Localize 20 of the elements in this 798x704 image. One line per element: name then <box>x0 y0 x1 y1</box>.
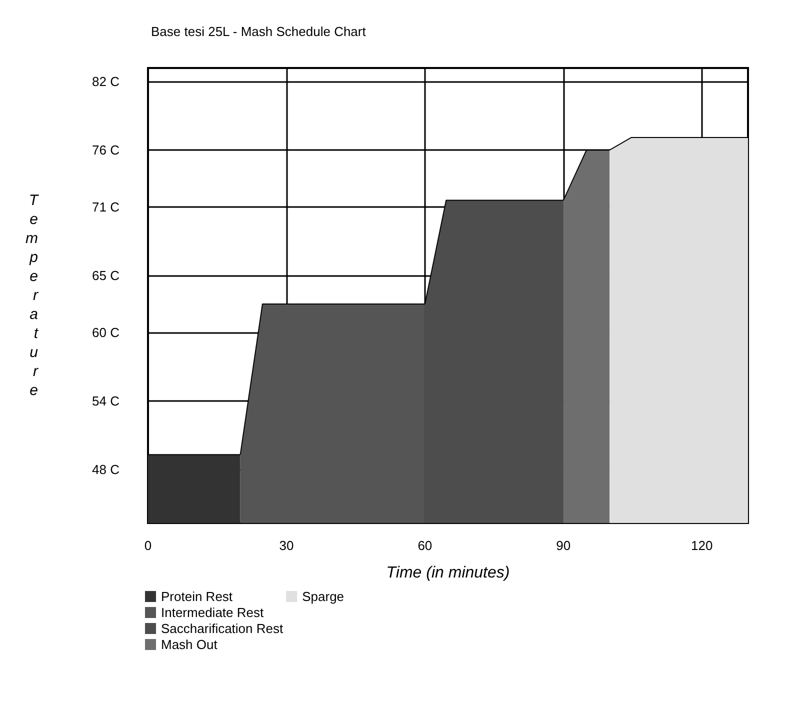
legend-label: Saccharification Rest <box>161 621 284 636</box>
legend-label: Mash Out <box>161 637 218 652</box>
chart-title: Base tesi 25L - Mash Schedule Chart <box>151 24 366 39</box>
legend-label: Intermediate Rest <box>161 605 264 620</box>
y-tick-label: 71 C <box>92 200 120 215</box>
x-tick-label: 60 <box>418 538 432 553</box>
y-tick-label: 76 C <box>92 142 120 158</box>
text: Temperature <box>26 192 38 399</box>
x-tick-label: 30 <box>279 538 294 553</box>
x-axis-title: Time (in minutes) <box>386 564 510 582</box>
y-tick-label: 65 C <box>92 268 120 284</box>
legend-label: Sparge <box>302 589 344 604</box>
y-tick-label: 82 C <box>92 74 120 90</box>
x-tick-label: 0 <box>144 538 152 553</box>
x-tick-label: 90 <box>556 538 571 553</box>
x-tick-label: 120 <box>690 538 713 553</box>
legend-label: Protein Rest <box>161 589 233 604</box>
y-tick-label: 48 C <box>92 462 120 477</box>
y-tick-label: 54 C <box>92 393 120 408</box>
y-tick-label: 60 C <box>92 325 120 340</box>
